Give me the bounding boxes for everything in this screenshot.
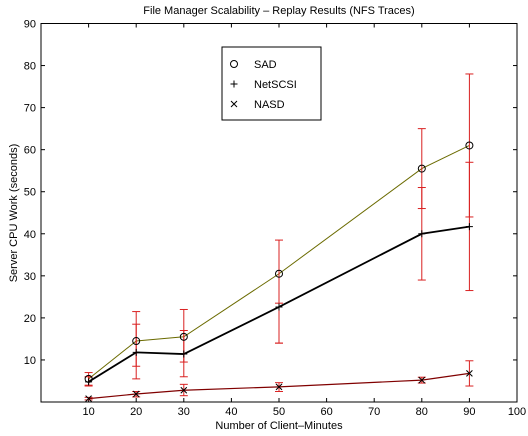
legend-marker-sad [230, 60, 238, 68]
x-tick-label: 10 [82, 406, 94, 418]
x-tick-label: 60 [320, 406, 332, 418]
plot-area: 10 20 30 40 50 60 70 80 90 100 10 20 30 40 50 60 70 80 90 [24, 19, 526, 419]
series-line-sad [88, 145, 470, 380]
data-point-netscsi [180, 350, 188, 358]
legend: SAD NetSCSI NASD [221, 46, 322, 121]
data-point-nasd [85, 395, 92, 402]
x-tick-label: 20 [130, 406, 142, 418]
y-tick-label: 40 [24, 229, 36, 241]
y-tick-label: 90 [24, 19, 36, 31]
series-line-nasd [88, 372, 470, 400]
data-point-sad [179, 332, 188, 341]
legend-box [221, 46, 322, 121]
y-axis-label: Server CPU Work (seconds) [8, 144, 20, 283]
x-tick-label: 80 [416, 406, 428, 418]
data-point-netscsi [132, 348, 140, 356]
chart-title: File Manager Scalability – Replay Result… [143, 5, 414, 17]
data-point-sad [275, 269, 283, 278]
legend-label: NASD [254, 99, 285, 111]
data-point-sad [417, 164, 426, 173]
y-tick-label: 80 [24, 61, 36, 73]
x-tick-label: 30 [178, 406, 190, 418]
x-tick-label: 100 [508, 406, 526, 418]
data-point-netscsi [465, 223, 473, 231]
data-point-nasd [132, 390, 140, 398]
y-tick-label: 20 [24, 313, 36, 325]
y-tick-label: 60 [24, 145, 36, 157]
legend-marker-netscsi [230, 80, 238, 88]
y-tick-label: 10 [24, 355, 36, 367]
data-point-sad [132, 337, 141, 346]
data-point-sad [465, 141, 474, 150]
x-tick-label: 40 [225, 406, 237, 418]
x-tick-label: 70 [368, 406, 380, 418]
y-tick-label: 50 [24, 187, 36, 199]
data-point-netscsi [85, 378, 93, 386]
legend-label: NetSCSI [254, 79, 297, 91]
plot-frame [40, 23, 518, 403]
legend-marker-nasd [230, 100, 238, 108]
data-point-netscsi [418, 230, 426, 238]
x-axis-label: Number of Client–Minutes [215, 420, 343, 432]
x-tick-label: 50 [273, 406, 285, 418]
y-tick-label: 30 [24, 271, 36, 283]
legend-label: SAD [254, 59, 277, 71]
data-point-nasd [418, 376, 426, 384]
data-point-nasd [466, 370, 473, 377]
series-line-netscsi [88, 225, 470, 383]
data-point-netscsi [275, 303, 283, 311]
data-point-nasd [275, 383, 283, 391]
y-tick-label: 70 [24, 103, 36, 115]
data-point-nasd [180, 386, 188, 394]
x-tick-label: 90 [463, 406, 475, 418]
